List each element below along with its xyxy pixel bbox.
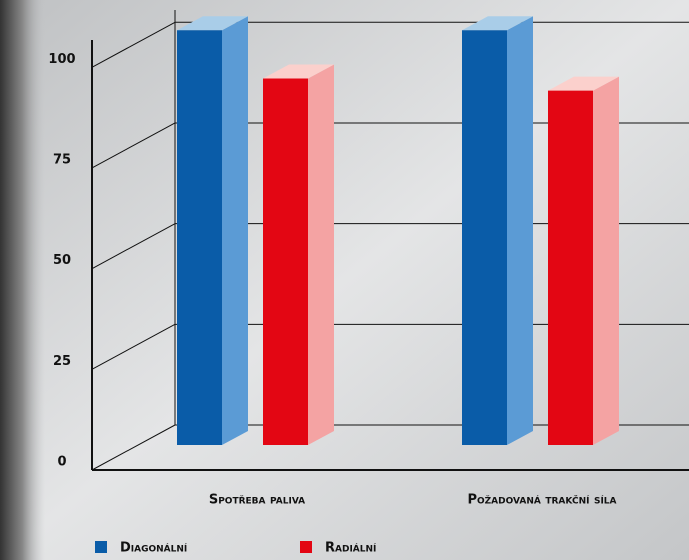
bar [462, 16, 533, 445]
y-tick-label: 50 [53, 253, 71, 268]
bar-front [263, 78, 308, 445]
x-tick-label: Požadovaná trakční síla [467, 493, 616, 508]
bar-front [462, 30, 507, 445]
legend-swatch [95, 541, 107, 553]
bar [548, 76, 619, 445]
legend-label: Radiální [325, 541, 377, 556]
y-tick-label: 75 [53, 152, 71, 167]
bar [177, 16, 248, 445]
y-tick-label: 100 [48, 52, 75, 67]
bar-side [593, 76, 619, 445]
bar-front [177, 30, 222, 445]
bar [263, 64, 334, 445]
bar-top [462, 16, 533, 31]
bar-side [507, 16, 533, 445]
bar-top [177, 16, 248, 31]
bar-side [222, 16, 248, 445]
bar-top [548, 76, 619, 91]
bar-front [548, 90, 593, 445]
texture [0, 0, 45, 560]
legend-swatch [300, 541, 312, 553]
grid-line [91, 122, 176, 169]
grid-line [91, 323, 176, 370]
bar-side [308, 64, 334, 445]
floor-edge [91, 424, 176, 471]
y-tick-label: 25 [53, 354, 71, 369]
grid-line [91, 21, 176, 68]
x-tick-label: Spotřeba paliva [209, 493, 305, 508]
grid-line [91, 223, 176, 270]
y-tick-label: 0 [57, 455, 66, 470]
bar-top [263, 64, 334, 79]
legend-label: Diagonální [120, 541, 188, 556]
